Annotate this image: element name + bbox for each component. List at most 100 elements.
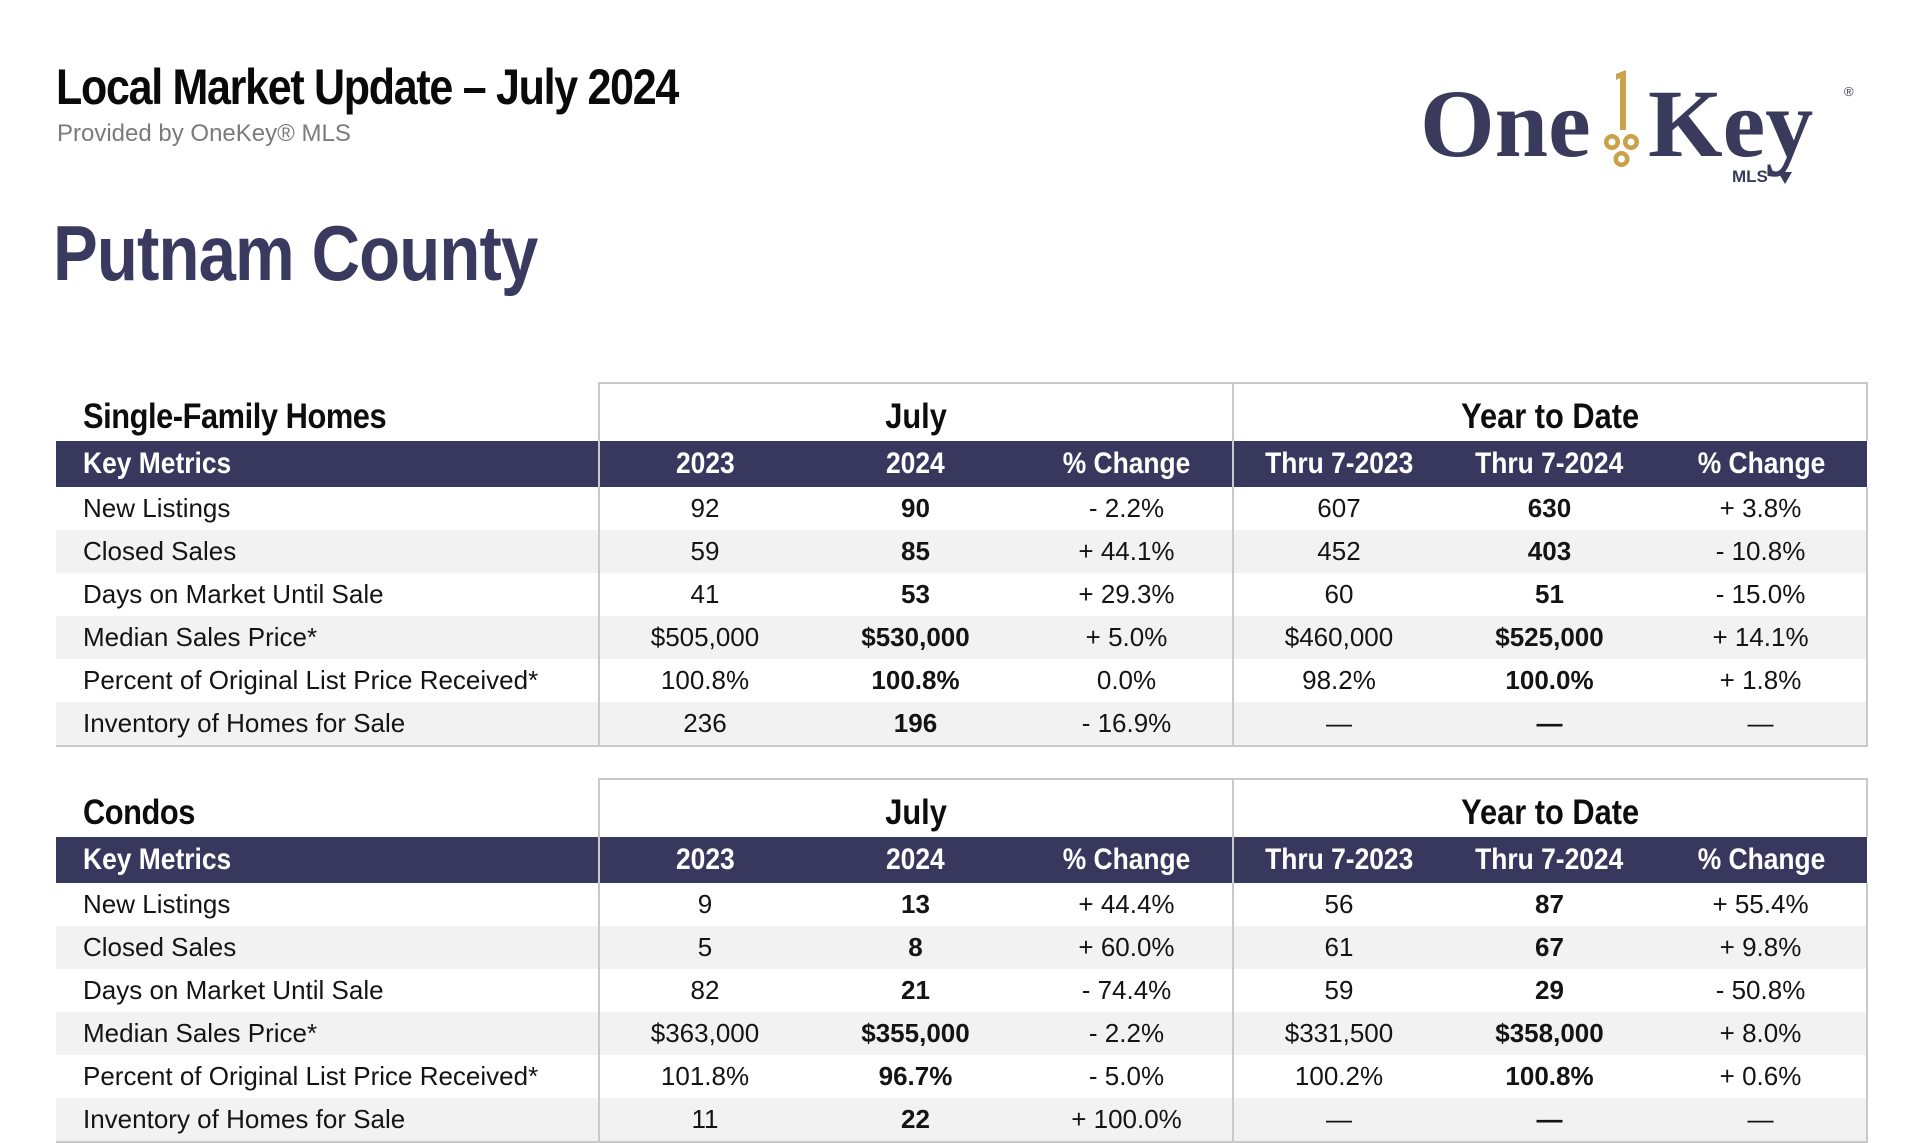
metric-label: Inventory of Homes for Sale	[56, 702, 599, 747]
cell-july-2024: 85	[810, 530, 1021, 573]
col-header-thru-2023: Thru 7-2023	[1232, 441, 1444, 487]
cell-july-2024: 53	[901, 579, 930, 609]
cell-ytd-2023: $331,500	[1232, 1012, 1444, 1055]
cell-july-2023: 92	[598, 487, 810, 530]
cell-ytd-pct-change: - 50.8%	[1655, 969, 1869, 1012]
cell-ytd-pct-change: + 9.8%	[1655, 926, 1869, 969]
cell-july-2023: 5	[598, 926, 810, 969]
cell-july-pct-change: + 100.0%	[1021, 1098, 1233, 1143]
table-row: Closed Sales 59 85 + 44.1% 452 403- 10.8%	[56, 530, 1869, 573]
table-row: Median Sales Price* $505,000 $530,000 + 5.0…	[56, 616, 1869, 659]
cell-ytd-pct-change: - 10.8%	[1655, 530, 1869, 573]
cell-ytd-2023: 100.2%	[1232, 1055, 1444, 1098]
cell-ytd-2024: 100.0%	[1505, 665, 1594, 695]
col-header-ytd-pct-change: % Change	[1655, 837, 1868, 883]
cell-ytd-2023: 607	[1232, 487, 1444, 530]
table-row: Days on Market Until Sale 41 53 + 29.3% 60 51…	[56, 573, 1869, 616]
metric-label: Percent of Original List Price Received*	[83, 1061, 539, 1091]
cell-july-pct-change: - 2.2%	[1088, 493, 1165, 523]
cell-ytd-2024: —	[1444, 1098, 1655, 1143]
cell-ytd-pct-change: + 1.8%	[1655, 659, 1869, 702]
condos-table: Condos July Year to Date Key Metrics 202…	[56, 778, 1869, 1143]
table-row: Median Sales Price* $363,000 $355,000- 2.2…	[56, 1012, 1869, 1055]
group-header-july: July	[598, 778, 1234, 837]
cell-ytd-pct-change: - 15.0%	[1655, 573, 1869, 616]
cell-july-2024: 21	[901, 975, 930, 1005]
cell-july-2023: 236	[598, 702, 810, 747]
cell-ytd-2023: 56	[1232, 883, 1444, 926]
cell-july-pct-change: - 74.4%	[1081, 975, 1172, 1005]
cell-ytd-pct-change: —	[1655, 702, 1869, 747]
cell-ytd-2024: 67	[1444, 926, 1655, 969]
report-subtitle: Provided by OneKey® MLS	[57, 120, 351, 147]
col-header-key-metrics: Key Metrics	[56, 441, 599, 487]
cell-ytd-pct-change: + 55.4%	[1655, 883, 1869, 926]
cell-july-2023: 82	[598, 969, 810, 1012]
single-family-table: Single-Family Homes July Year to Date Ke…	[56, 382, 1869, 747]
cell-ytd-2024: 630	[1527, 493, 1572, 523]
cell-ytd-2023: —	[1232, 1098, 1444, 1143]
col-header-2024: 2024	[810, 441, 1021, 487]
cell-ytd-2024: 51	[1535, 579, 1564, 609]
metric-label: New Listings	[83, 493, 231, 523]
cell-july-2023: 100.8%	[598, 659, 810, 702]
cell-july-2023: 59	[598, 530, 810, 573]
metric-label: Days on Market Until Sale	[83, 579, 384, 609]
svg-text:One: One	[1420, 70, 1591, 177]
metric-label: Percent of Original List Price Received*	[83, 665, 539, 695]
cell-ytd-2023: 60	[1232, 573, 1444, 616]
cell-ytd-pct-change: + 8.0%	[1655, 1012, 1869, 1055]
cell-july-2023: 41	[598, 573, 810, 616]
cell-july-pct-change: + 29.3%	[1078, 579, 1175, 609]
table-row: New Listings 9 13 + 44.4% 56 87 + 55.4%	[56, 883, 1869, 926]
cell-ytd-2024: 87	[1535, 889, 1564, 919]
col-header-thru-2024: Thru 7-2024	[1444, 837, 1655, 883]
cell-july-2024: 22	[810, 1098, 1021, 1143]
cell-july-pct-change: 0.0%	[1096, 665, 1157, 695]
cell-ytd-2024: 403	[1444, 530, 1655, 573]
col-header-ytd-pct-change: % Change	[1655, 441, 1868, 487]
metric-label: Days on Market Until Sale	[83, 975, 384, 1005]
metric-label: Closed Sales	[56, 530, 599, 573]
cell-ytd-2023: 98.2%	[1232, 659, 1444, 702]
table-row: New Listings 92 90 - 2.2% 607 630 + 3.8%	[56, 487, 1869, 530]
cell-july-2023: $505,000	[598, 616, 810, 659]
col-header-thru-2024: Thru 7-2024	[1444, 441, 1655, 487]
cell-ytd-2023: $460,000	[1232, 616, 1444, 659]
col-header-pct-change: % Change	[1021, 837, 1233, 883]
col-header-key-metrics: Key Metrics	[56, 837, 599, 883]
cell-july-pct-change: + 5.0%	[1021, 616, 1233, 659]
cell-july-2023: $363,000	[598, 1012, 810, 1055]
cell-july-2024: $355,000	[810, 1012, 1021, 1055]
key-icon	[1604, 70, 1639, 167]
cell-july-2023: 9	[598, 883, 810, 926]
group-header-ytd: Year to Date	[1231, 778, 1869, 837]
cell-july-pct-change: + 44.1%	[1021, 530, 1233, 573]
col-header-thru-2023: Thru 7-2023	[1232, 837, 1444, 883]
col-header-2023: 2023	[598, 441, 810, 487]
cell-july-2024: 13	[901, 889, 930, 919]
report-title: Local Market Update – July 2024	[56, 59, 679, 115]
table-row: Inventory of Homes for Sale 11 22 + 100.0% —…	[56, 1098, 1869, 1143]
cell-july-2024: 8	[810, 926, 1021, 969]
col-header-2023: 2023	[598, 837, 810, 883]
onekey-mls-logo: One Key ® MLS	[1420, 70, 1854, 186]
table-row: Percent of Original List Price Received*…	[56, 659, 1869, 702]
svg-text:®: ®	[1844, 84, 1854, 99]
col-header-2024: 2024	[810, 837, 1021, 883]
cell-ytd-2024: $525,000	[1444, 616, 1655, 659]
county-title: Putnam County	[53, 209, 538, 297]
table-row: Percent of Original List Price Received*…	[56, 1055, 1869, 1098]
cell-ytd-2023: 61	[1232, 926, 1444, 969]
svg-text:MLS: MLS	[1732, 167, 1768, 186]
group-header-july: July	[598, 382, 1234, 441]
cell-ytd-2024: —	[1444, 702, 1655, 747]
cell-ytd-pct-change: + 0.6%	[1655, 1055, 1869, 1098]
section-title: Condos	[83, 793, 195, 832]
cell-july-2023: 101.8%	[598, 1055, 810, 1098]
cell-july-pct-change: + 60.0%	[1021, 926, 1233, 969]
cell-july-pct-change: + 44.4%	[1078, 889, 1175, 919]
metric-label: Closed Sales	[56, 926, 599, 969]
cell-july-2023: 11	[598, 1098, 810, 1143]
metric-label: Median Sales Price*	[56, 1012, 599, 1055]
